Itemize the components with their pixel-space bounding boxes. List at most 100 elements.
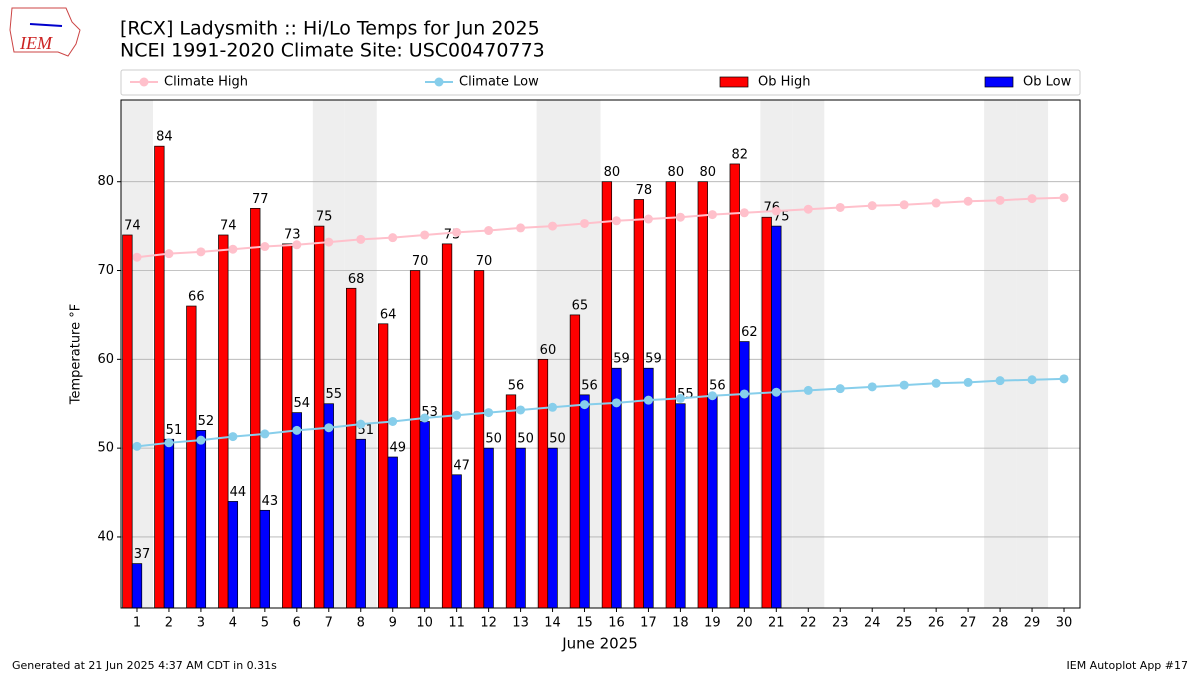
line-marker	[164, 249, 174, 259]
bar	[739, 341, 750, 609]
line-marker	[452, 227, 462, 237]
line-marker	[132, 252, 142, 262]
line-marker	[995, 376, 1005, 386]
line-marker	[260, 429, 270, 439]
line-marker	[867, 201, 877, 211]
value-label: 50	[485, 432, 502, 447]
bar	[547, 447, 558, 609]
logo-text: IEM	[19, 33, 53, 53]
x-tick-label: 12	[480, 616, 497, 631]
weekend-shade	[792, 100, 825, 608]
logo: IEM	[9, 7, 81, 57]
bar	[227, 501, 239, 609]
x-tick-label: 5	[261, 616, 269, 631]
line-marker	[548, 402, 558, 412]
value-label: 60	[540, 343, 557, 358]
value-label: 64	[380, 307, 397, 322]
legend-swatch	[984, 76, 1014, 88]
bar	[601, 181, 613, 609]
line-marker	[707, 391, 717, 401]
line-marker	[516, 223, 526, 233]
bar	[515, 447, 526, 609]
line-marker	[292, 425, 302, 435]
y-tick-label: 70	[97, 263, 114, 278]
line-marker	[643, 214, 653, 224]
bar	[291, 412, 302, 609]
value-label: 55	[326, 387, 343, 402]
x-tick-label: 15	[576, 616, 593, 631]
x-tick-label: 25	[896, 616, 913, 631]
x-tick-label: 8	[357, 616, 365, 631]
legend-swatch	[434, 77, 444, 87]
line-marker	[292, 240, 302, 250]
value-label: 59	[613, 352, 630, 367]
value-label: 78	[636, 183, 653, 198]
x-tick-label: 14	[544, 616, 561, 631]
line	[136, 377, 1065, 448]
line-marker	[803, 385, 813, 395]
x-tick-label: 1	[133, 616, 141, 631]
x-tick-label: 24	[864, 616, 881, 631]
x-tick-label: 30	[1056, 616, 1073, 631]
value-label: 82	[731, 147, 748, 162]
line-marker	[580, 400, 590, 410]
x-tick-label: 19	[704, 616, 721, 631]
line-marker	[867, 382, 877, 392]
bar	[259, 509, 270, 609]
line-marker	[228, 432, 238, 442]
legend-swatch	[719, 76, 749, 88]
line-marker	[739, 208, 749, 218]
plot-frame	[120, 99, 1081, 609]
value-label: 37	[134, 547, 151, 562]
line-marker	[675, 212, 685, 222]
bar	[579, 394, 590, 609]
legend-label: Ob Low	[1023, 75, 1072, 90]
legend	[120, 69, 1081, 96]
line-marker	[611, 398, 621, 408]
bar	[131, 563, 143, 609]
bar	[537, 358, 549, 609]
value-label: 56	[581, 378, 598, 393]
line-marker	[356, 234, 366, 244]
line-marker	[484, 408, 494, 418]
value-label: 70	[476, 254, 493, 269]
value-label: 68	[348, 272, 365, 287]
line-marker	[707, 210, 717, 220]
line-marker	[835, 384, 845, 394]
bar	[409, 270, 421, 609]
value-label: 65	[572, 298, 589, 313]
line-marker	[324, 423, 334, 433]
value-label: 62	[741, 325, 758, 340]
line-marker	[324, 237, 334, 247]
value-label: 80	[668, 165, 685, 180]
bar	[441, 243, 453, 609]
line-marker	[899, 380, 909, 390]
value-label: 56	[709, 378, 726, 393]
line-marker	[484, 226, 494, 236]
x-tick-label: 29	[1024, 616, 1041, 631]
line-marker	[611, 216, 621, 226]
line-marker	[1059, 374, 1069, 384]
line-marker	[995, 195, 1005, 205]
line-marker	[771, 206, 781, 216]
bar	[122, 234, 133, 609]
x-tick-label: 21	[768, 616, 785, 631]
x-tick-label: 11	[448, 616, 465, 631]
x-tick-label: 10	[416, 616, 433, 631]
bar	[154, 145, 165, 609]
value-label: 74	[124, 218, 141, 233]
bar	[377, 323, 389, 609]
value-label: 44	[230, 485, 247, 500]
x-tick-label: 27	[960, 616, 977, 631]
line-marker	[643, 395, 653, 405]
bar	[355, 438, 366, 609]
line-marker	[1059, 193, 1069, 203]
line-marker	[931, 378, 941, 388]
value-label: 84	[156, 130, 173, 145]
weekend-shade	[1016, 100, 1049, 608]
line-marker	[164, 438, 174, 448]
y-tick-label: 40	[97, 529, 114, 544]
y-tick-label: 50	[97, 441, 114, 456]
value-label: 49	[389, 441, 406, 456]
